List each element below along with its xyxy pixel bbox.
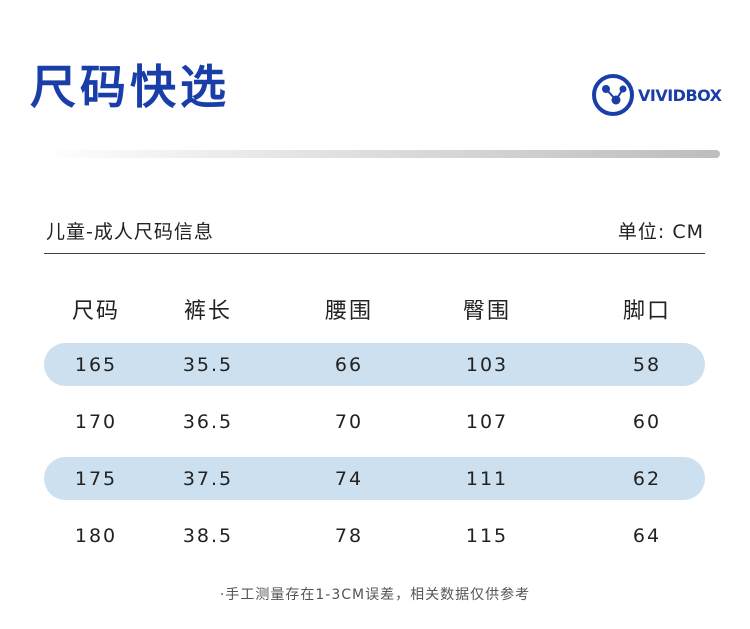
section-divider bbox=[44, 253, 705, 254]
cell-size: 175 bbox=[74, 467, 118, 490]
cell-length: 38.5 bbox=[182, 524, 234, 547]
cell-hip: 107 bbox=[465, 410, 509, 433]
gradient-divider bbox=[40, 150, 720, 158]
cell-hem: 60 bbox=[632, 410, 662, 433]
table-row: 180 38.5 78 115 64 bbox=[44, 514, 705, 557]
header-hem: 脚口 bbox=[622, 299, 671, 324]
vividbox-logo-icon bbox=[592, 74, 634, 116]
cell-hem: 64 bbox=[632, 524, 662, 547]
info-left-label: 儿童-成人尺码信息 bbox=[46, 221, 214, 243]
page-title: 尺码快选 bbox=[30, 60, 230, 114]
table-header-row: 尺码 裤长 腰围 臀围 脚口 bbox=[44, 285, 705, 333]
table-row: 170 36.5 70 107 60 bbox=[44, 400, 705, 443]
cell-length: 35.5 bbox=[182, 353, 234, 376]
cell-length: 37.5 bbox=[182, 467, 234, 490]
cell-waist: 78 bbox=[334, 524, 364, 547]
cell-hem: 62 bbox=[632, 467, 662, 490]
footnote: ·手工测量存在1-3CM误差，相关数据仅供参考 bbox=[219, 587, 531, 603]
cell-hip: 111 bbox=[465, 467, 509, 490]
header-hip: 臀围 bbox=[462, 299, 511, 324]
cell-hem: 58 bbox=[632, 353, 662, 376]
cell-waist: 66 bbox=[334, 353, 364, 376]
logo-text: VIVIDBOX bbox=[638, 85, 722, 105]
unit-label: 单位: CM bbox=[617, 221, 704, 243]
table-row: 165 35.5 66 103 58 bbox=[44, 343, 705, 386]
cell-size: 180 bbox=[74, 524, 118, 547]
cell-hip: 103 bbox=[465, 353, 509, 376]
header-size: 尺码 bbox=[71, 299, 120, 324]
cell-length: 36.5 bbox=[182, 410, 234, 433]
brand-logo: VIVIDBOX bbox=[590, 72, 722, 118]
header-waist: 腰围 bbox=[324, 299, 373, 324]
cell-waist: 70 bbox=[334, 410, 364, 433]
size-table: 尺码 裤长 腰围 臀围 脚口 165 35.5 66 103 58 170 36… bbox=[44, 285, 705, 571]
cell-hip: 115 bbox=[465, 524, 509, 547]
cell-size: 170 bbox=[74, 410, 118, 433]
cell-waist: 74 bbox=[334, 467, 364, 490]
table-row: 175 37.5 74 111 62 bbox=[44, 457, 705, 500]
cell-size: 165 bbox=[74, 353, 118, 376]
header-length: 裤长 bbox=[183, 299, 232, 324]
